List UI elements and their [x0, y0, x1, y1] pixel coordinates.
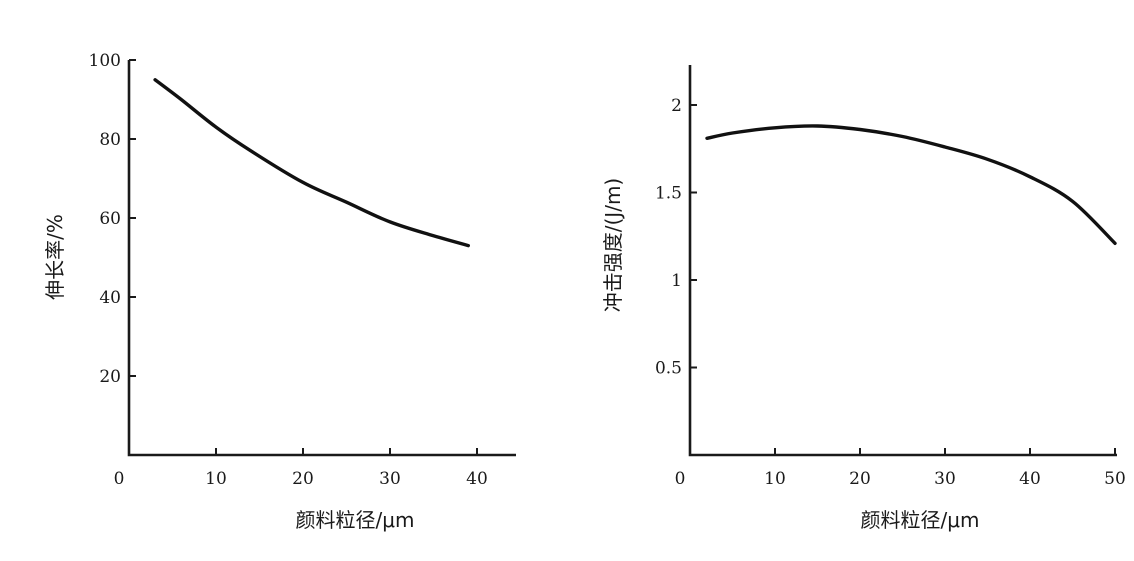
impact-strength-x-axis-label: 颜料粒径/μm	[861, 508, 980, 532]
elongation-series-line-0	[153, 78, 470, 248]
impact-strength-y-tick-label: 2	[671, 96, 682, 116]
elongation-axes	[127, 60, 516, 457]
impact-strength-y-axis-label: 冲击强度/(J/m)	[601, 178, 625, 312]
impact-strength-axes	[688, 65, 1117, 457]
impact-strength-y-tick-label: 0.5	[655, 359, 682, 379]
elongation-y-axis-label: 伸长率/%	[43, 214, 67, 300]
elongation-x-tick-label: 10	[205, 469, 227, 489]
elongation-x-axis-label: 颜料粒径/μm	[296, 508, 415, 532]
elongation-y-tick-label: 40	[99, 288, 121, 308]
elongation-x-tick-label: 30	[379, 469, 401, 489]
impact-strength-x-tick-label: 30	[934, 469, 956, 489]
impact-strength-chart: 0 10 20 30 40 50 0.5 1 1.5 2 颜料粒径/μm 冲击强度/(J/m)	[601, 65, 1126, 532]
elongation-y-tick-label: 80	[99, 130, 121, 150]
elongation-x-tick-label: 20	[292, 469, 314, 489]
impact-strength-y-tick-label: 1	[671, 271, 682, 291]
impact-strength-x-tick-label: 0	[675, 469, 686, 489]
elongation-chart: 0 10 20 30 40 20 40 60 80 100 颜料粒径/μm 伸长率/%	[43, 51, 516, 532]
elongation-y-tick-label: 20	[99, 367, 121, 387]
impact-strength-series-line-0	[705, 124, 1117, 245]
impact-strength-x-tick-label: 40	[1019, 469, 1041, 489]
elongation-y-tick-label: 60	[99, 209, 121, 229]
elongation-y-tick-label: 100	[89, 51, 121, 71]
elongation-x-tick-label: 40	[466, 469, 488, 489]
impact-strength-y-tick-label: 1.5	[655, 184, 682, 204]
impact-strength-x-tick-label: 50	[1104, 469, 1126, 489]
impact-strength-x-tick-label: 20	[849, 469, 871, 489]
elongation-x-tick-label: 0	[114, 469, 125, 489]
impact-strength-x-tick-label: 10	[764, 469, 786, 489]
